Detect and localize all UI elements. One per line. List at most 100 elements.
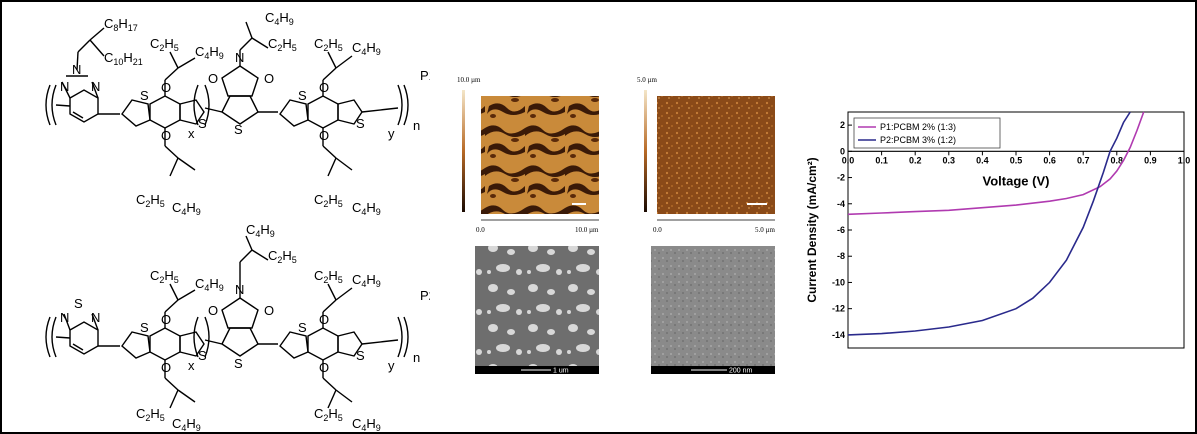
p2-n-atom: N bbox=[91, 310, 100, 325]
side-chain-formula: C2H5 bbox=[150, 36, 179, 53]
sem-p1-micrograph bbox=[475, 246, 599, 366]
p2-s-atom: S bbox=[74, 296, 83, 311]
p1-s-atom: S bbox=[356, 116, 365, 131]
y-tick-label: -14 bbox=[832, 330, 845, 340]
p2-n-atom: N bbox=[60, 310, 69, 325]
side-chain-formula: C4H9 bbox=[352, 416, 381, 433]
p1-repeat-n: n bbox=[413, 118, 420, 133]
p1-n-atom: N bbox=[91, 79, 100, 94]
p1-label: P1 bbox=[420, 68, 430, 83]
x-tick-label: 1.0 bbox=[1178, 155, 1190, 165]
side-chain-formula: C4H9 bbox=[352, 200, 381, 217]
y-tick-label: -8 bbox=[837, 251, 845, 261]
p2-s-atom: S bbox=[298, 320, 307, 335]
series-line-2 bbox=[847, 111, 1131, 336]
p2-o-atom: O bbox=[161, 312, 171, 327]
p2-o-atom: O bbox=[319, 312, 329, 327]
side-chain-formula: C4H9 bbox=[172, 416, 201, 433]
side-chain-formula: C10H21 bbox=[104, 50, 143, 67]
afm-p2-scale-bar bbox=[747, 203, 767, 205]
afm-p1-height-map bbox=[481, 96, 599, 214]
side-chain-formula: C2H5 bbox=[268, 36, 297, 53]
p2-s-atom: S bbox=[198, 348, 207, 363]
afm-p1-axis-start: 0.0 bbox=[476, 226, 485, 234]
p2-structure: P2 N N S O O O O O O N S S S S S x y n C… bbox=[45, 222, 430, 433]
afm-p1-colorbar bbox=[462, 90, 465, 212]
sem-p1-scale-label: 1 um bbox=[553, 368, 569, 375]
sem-p2-image: 200 nm bbox=[651, 246, 775, 375]
p1-s-atom: S bbox=[234, 122, 243, 137]
p1-s-atom: S bbox=[140, 88, 149, 103]
p1-o-atom: O bbox=[161, 80, 171, 95]
afm-p1-scale-bar bbox=[572, 203, 586, 205]
afm-p2-axis-end: 5.0 µm bbox=[755, 226, 775, 234]
side-chain-formula: C8H17 bbox=[104, 16, 138, 33]
side-chain-formula: C4H9 bbox=[195, 276, 224, 293]
afm-p1-image: 10.0 µm 0.0 10.0 µm bbox=[457, 76, 599, 234]
afm-p2-axis-start: 0.0 bbox=[653, 226, 662, 234]
side-chain-formula: C2H5 bbox=[136, 406, 165, 423]
side-chain-formula: C4H9 bbox=[352, 272, 381, 289]
side-chain-formula: C2H5 bbox=[314, 192, 343, 209]
side-chain-formula: C4H9 bbox=[195, 44, 224, 61]
p1-structure: P1 N N N O O O O O O N S S S S S x y n C… bbox=[45, 10, 430, 217]
p1-o-atom: O bbox=[264, 71, 274, 86]
side-chain-formula: C2H5 bbox=[314, 406, 343, 423]
p1-repeat-y: y bbox=[388, 126, 395, 141]
legend-entry: P2:PCBM 3% (1:2) bbox=[880, 135, 956, 145]
afm-p2-image: 5.0 µm 0.0 5.0 µm bbox=[637, 76, 775, 234]
p1-s-atom: S bbox=[198, 116, 207, 131]
p1-o-atom: O bbox=[319, 80, 329, 95]
sem-p2-scale-label: 200 nm bbox=[729, 368, 753, 375]
y-axis-label: Current Density (mA/cm²) bbox=[805, 157, 819, 302]
y-tick-label: 2 bbox=[840, 120, 845, 130]
series-line-1 bbox=[847, 111, 1145, 216]
jv-chart: 0.0 0.1 0.2 0.3 0.4 0.5 0.6 0.7 0.8 0.9 1.0 2 0 -2 -4 -… bbox=[805, 111, 1190, 349]
p1-o-atom: O bbox=[208, 71, 218, 86]
p2-repeat-n: n bbox=[413, 350, 420, 365]
side-chain-formula: C4H9 bbox=[352, 40, 381, 57]
p1-o-atom: O bbox=[319, 128, 329, 143]
p2-n-atom: N bbox=[235, 282, 244, 297]
side-chain-formula: C2H5 bbox=[314, 36, 343, 53]
y-tick-label: -2 bbox=[837, 173, 845, 183]
p2-s-atom: S bbox=[356, 348, 365, 363]
x-tick-label: 0.5 bbox=[1010, 155, 1023, 165]
p2-o-atom: O bbox=[208, 303, 218, 318]
legend-entry: P1:PCBM 2% (1:3) bbox=[880, 122, 956, 132]
x-tick-label: 0.7 bbox=[1077, 155, 1090, 165]
sem-p1-image: 1 um bbox=[475, 246, 599, 375]
side-chain-formula: C4H9 bbox=[172, 200, 201, 217]
p2-s-atom: S bbox=[140, 320, 149, 335]
x-tick-label: 0.3 bbox=[943, 155, 956, 165]
y-tick-label: -10 bbox=[832, 277, 845, 287]
x-axis-label: Voltage (V) bbox=[983, 173, 1050, 188]
p2-repeat-y: y bbox=[388, 358, 395, 373]
p1-n-atom: N bbox=[60, 79, 69, 94]
p2-o-atom: O bbox=[264, 303, 274, 318]
p1-repeat-x: x bbox=[188, 126, 195, 141]
x-tick-label: 0.2 bbox=[909, 155, 922, 165]
afm-p2-height-map bbox=[657, 96, 775, 214]
side-chain-formula: C2H5 bbox=[150, 268, 179, 285]
y-tick-label: -4 bbox=[837, 199, 845, 209]
y-tick-label: -12 bbox=[832, 304, 845, 314]
p2-o-atom: O bbox=[161, 360, 171, 375]
sem-p2-micrograph bbox=[651, 246, 775, 366]
p2-label: P2 bbox=[420, 288, 430, 303]
afm-p1-scale-label: 10.0 µm bbox=[457, 76, 481, 84]
p2-o-atom: O bbox=[319, 360, 329, 375]
y-tick-label: 0 bbox=[840, 146, 845, 156]
p1-s-atom: S bbox=[298, 88, 307, 103]
p1-o-atom: O bbox=[161, 128, 171, 143]
afm-p1-axis-end: 10.0 µm bbox=[575, 226, 599, 234]
afm-p2-colorbar bbox=[644, 90, 647, 212]
x-tick-label: 0.1 bbox=[875, 155, 888, 165]
p1-n-atom: N bbox=[72, 62, 81, 77]
microscopy-panels: 10.0 µm 0.0 10.0 µm 5.0 µm 0.0 5.0 µm 1 … bbox=[457, 76, 775, 375]
x-tick-label: 0.8 bbox=[1111, 155, 1124, 165]
p2-repeat-x: x bbox=[188, 358, 195, 373]
chemical-structures: P1 N N N O O O O O O N S S S S S x y n C… bbox=[45, 10, 430, 433]
x-tick-label: 0.4 bbox=[976, 155, 989, 165]
side-chain-formula: C2H5 bbox=[268, 248, 297, 265]
